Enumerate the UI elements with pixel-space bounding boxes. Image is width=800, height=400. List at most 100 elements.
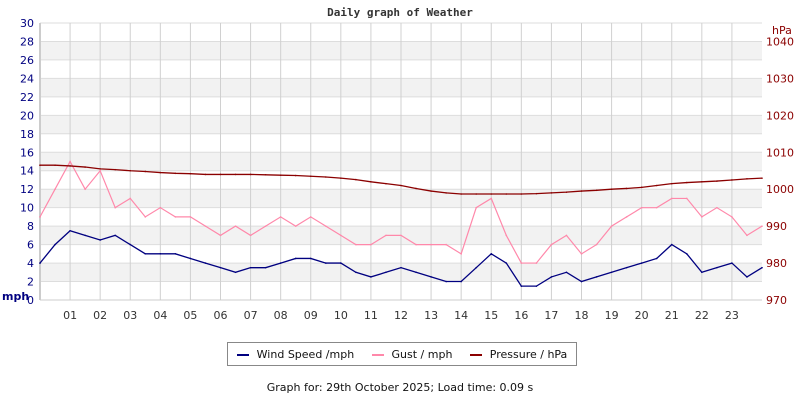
data-point-wind bbox=[324, 262, 327, 264]
data-point-gust bbox=[39, 216, 41, 218]
data-point-wind bbox=[159, 253, 162, 255]
data-point-gust bbox=[430, 243, 432, 246]
data-point-wind bbox=[580, 280, 583, 283]
y-tick-label: 14 bbox=[20, 165, 34, 178]
data-point-pressure bbox=[249, 173, 252, 176]
data-point-gust bbox=[685, 197, 688, 200]
data-point-pressure bbox=[385, 182, 387, 185]
data-point-gust bbox=[415, 243, 417, 246]
data-point-pressure bbox=[84, 166, 86, 168]
x-tick-label: 17 bbox=[544, 309, 558, 322]
data-point-pressure bbox=[580, 190, 583, 192]
x-tick-label: 23 bbox=[725, 309, 739, 322]
data-point-pressure bbox=[430, 190, 432, 192]
data-point-gust bbox=[520, 262, 523, 264]
data-point-wind bbox=[490, 253, 493, 255]
data-point-wind bbox=[655, 257, 658, 260]
data-point-gust bbox=[460, 253, 462, 255]
data-point-wind bbox=[54, 243, 56, 246]
data-point-gust bbox=[69, 160, 71, 163]
data-point-gust bbox=[475, 206, 478, 209]
data-point-gust bbox=[249, 234, 252, 237]
data-point-gust bbox=[309, 216, 312, 218]
data-point-gust bbox=[535, 262, 538, 264]
data-point-wind bbox=[731, 262, 733, 264]
x-tick-label: 10 bbox=[334, 309, 348, 322]
y-tick-label: 24 bbox=[20, 72, 34, 85]
y-tick-label: 30 bbox=[20, 17, 34, 30]
data-point-wind bbox=[460, 280, 462, 283]
x-tick-label: 04 bbox=[153, 309, 167, 322]
data-point-pressure bbox=[415, 187, 417, 190]
data-point-gust bbox=[370, 243, 372, 246]
data-point-gust bbox=[670, 197, 673, 200]
data-point-wind bbox=[174, 253, 177, 255]
data-point-gust bbox=[84, 188, 86, 190]
data-point-pressure bbox=[595, 189, 598, 192]
y-tick-label: 4 bbox=[27, 257, 34, 270]
y-tick-label: 28 bbox=[20, 35, 34, 48]
y-tick-label: 16 bbox=[20, 146, 34, 159]
data-point-wind bbox=[189, 257, 192, 260]
y-tick-label: 6 bbox=[27, 239, 34, 252]
data-point-pressure bbox=[324, 176, 327, 178]
data-point-gust bbox=[701, 216, 703, 218]
legend-label-gust: Gust / mph bbox=[391, 347, 453, 361]
data-point-gust bbox=[655, 206, 658, 209]
data-point-gust bbox=[565, 234, 568, 237]
data-point-pressure bbox=[355, 178, 357, 181]
data-point-wind bbox=[400, 266, 402, 269]
data-point-pressure bbox=[505, 193, 508, 195]
data-point-wind bbox=[249, 266, 252, 269]
data-point-pressure bbox=[340, 177, 342, 179]
data-point-pressure bbox=[370, 181, 372, 183]
data-point-gust bbox=[610, 225, 613, 227]
data-point-gust bbox=[189, 216, 192, 218]
data-point-wind bbox=[761, 266, 763, 269]
data-point-gust bbox=[129, 197, 132, 200]
y-tick-label: 2 bbox=[27, 276, 34, 289]
y-tick-label: 18 bbox=[20, 128, 34, 141]
data-point-gust bbox=[159, 206, 162, 209]
data-point-wind bbox=[625, 266, 628, 269]
y-tick-label: 22 bbox=[20, 91, 34, 104]
x-tick-label: 06 bbox=[214, 309, 228, 322]
data-point-wind bbox=[685, 253, 688, 255]
x-tick-label: 08 bbox=[274, 309, 288, 322]
data-point-wind bbox=[355, 271, 357, 274]
data-point-pressure bbox=[685, 181, 688, 184]
x-tick-label: 02 bbox=[93, 309, 107, 322]
data-point-gust bbox=[204, 225, 207, 227]
x-tick-label: 11 bbox=[364, 309, 378, 322]
data-point-gust bbox=[355, 243, 357, 246]
data-point-wind bbox=[370, 276, 372, 278]
data-point-pressure bbox=[204, 173, 207, 176]
data-point-pressure bbox=[490, 193, 493, 195]
data-point-wind bbox=[294, 257, 297, 260]
data-point-pressure bbox=[219, 173, 222, 176]
data-point-gust bbox=[731, 216, 733, 218]
data-point-pressure bbox=[234, 173, 237, 176]
y2-tick-label: 1020 bbox=[766, 109, 794, 122]
data-point-pressure bbox=[54, 164, 56, 166]
y-tick-label: 0 bbox=[27, 294, 34, 307]
data-point-gust bbox=[54, 188, 56, 190]
data-point-gust bbox=[385, 234, 387, 237]
x-tick-label: 22 bbox=[695, 309, 709, 322]
data-point-pressure bbox=[716, 180, 718, 182]
data-point-pressure bbox=[309, 175, 312, 178]
data-point-pressure bbox=[625, 187, 628, 190]
data-point-pressure bbox=[475, 193, 478, 195]
data-point-pressure bbox=[159, 171, 162, 174]
data-point-wind bbox=[565, 271, 568, 274]
y2-axis-label: hPa bbox=[772, 24, 792, 37]
data-point-pressure bbox=[565, 191, 568, 193]
data-point-pressure bbox=[761, 177, 763, 179]
y2-tick-label: 1010 bbox=[766, 146, 794, 159]
x-tick-label: 12 bbox=[394, 309, 408, 322]
x-tick-label: 01 bbox=[63, 309, 77, 322]
data-point-gust bbox=[625, 216, 628, 218]
x-tick-label: 18 bbox=[575, 309, 589, 322]
x-tick-label: 07 bbox=[244, 309, 258, 322]
